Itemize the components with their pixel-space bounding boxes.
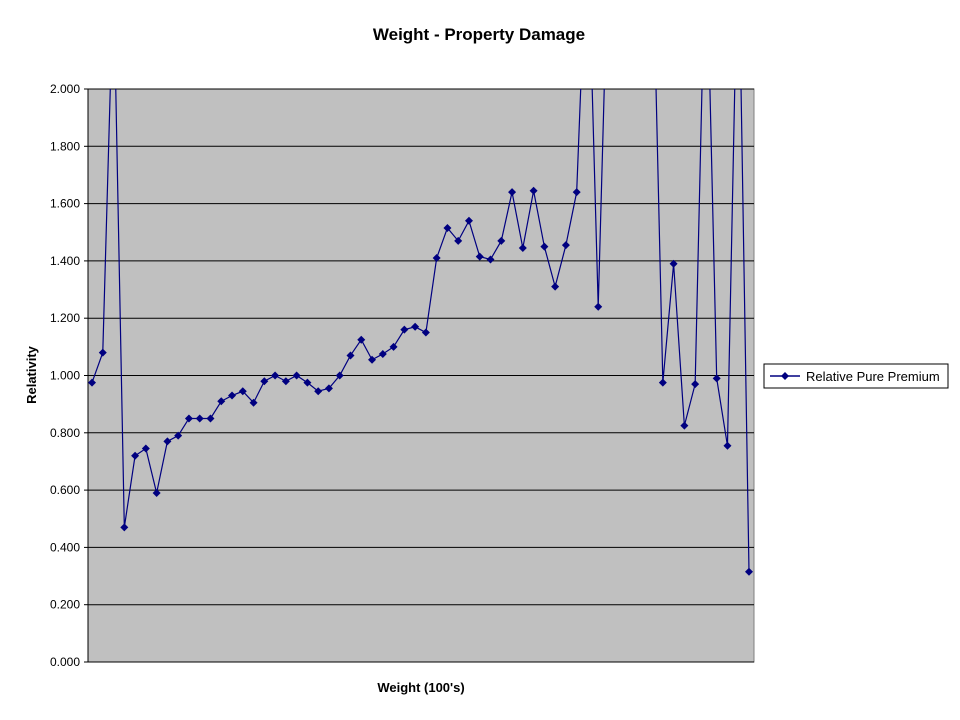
data-point [120, 523, 129, 532]
data-point [152, 488, 161, 497]
y-tick-label: 0.800 [50, 426, 80, 440]
y-tick-label: 1.000 [50, 369, 80, 383]
data-point [238, 387, 247, 396]
data-point [432, 254, 441, 263]
data-point [669, 259, 678, 268]
y-tick-label: 2.000 [50, 82, 80, 96]
data-point [421, 328, 430, 337]
data-point [206, 414, 215, 423]
data-point [346, 351, 355, 360]
y-tick-label: 0.000 [50, 655, 80, 669]
data-point [712, 374, 721, 383]
data-point [572, 188, 581, 197]
data-point [357, 335, 366, 344]
y-tick-label: 0.200 [50, 598, 80, 612]
x-axis-title: Weight (100's) [377, 680, 464, 695]
series-relative-pure-premium [88, 89, 753, 576]
data-point [174, 431, 183, 440]
y-tick-label: 1.800 [50, 139, 80, 153]
y-axis-ticks: 0.000 0.200 0.400 0.600 0.800 1.000 1.200 1.400… [50, 82, 88, 669]
y-tick-label: 0.400 [50, 540, 80, 554]
data-point [464, 216, 473, 225]
data-point [217, 397, 226, 406]
data-point [443, 223, 452, 232]
data-point [518, 244, 527, 253]
y-tick-label: 1.200 [50, 311, 80, 325]
data-point [303, 378, 312, 387]
data-point [98, 348, 107, 357]
data-point [454, 236, 463, 245]
data-point [551, 282, 560, 291]
y-tick-label: 1.400 [50, 254, 80, 268]
data-point [486, 255, 495, 264]
data-point [658, 378, 667, 387]
data-point [281, 377, 290, 386]
data-point [249, 398, 258, 407]
gridlines [88, 88, 754, 606]
data-point [745, 567, 753, 576]
chart-title: Weight - Property Damage [373, 25, 585, 44]
data-point [529, 186, 538, 195]
data-point [335, 371, 344, 380]
data-point [540, 242, 549, 251]
data-point [680, 421, 689, 430]
data-point [184, 414, 193, 423]
data-point [411, 322, 420, 331]
data-point [508, 188, 517, 197]
data-point [324, 384, 333, 393]
data-point [195, 414, 204, 423]
data-point [368, 355, 377, 364]
data-point [691, 380, 700, 389]
data-point [400, 325, 409, 334]
legend-label: Relative Pure Premium [806, 369, 940, 384]
data-point [88, 378, 96, 387]
data-point [561, 241, 570, 250]
data-point [228, 391, 237, 400]
data-point [163, 437, 172, 446]
y-tick-label: 1.600 [50, 197, 80, 211]
y-axis-title: Relativity [24, 345, 39, 404]
data-point [497, 236, 506, 245]
data-point [475, 252, 484, 261]
data-point [131, 451, 140, 460]
data-point [260, 377, 269, 386]
legend: Relative Pure Premium [763, 363, 949, 389]
data-point [292, 371, 301, 380]
data-point [594, 302, 603, 311]
data-point [723, 441, 732, 450]
data-point [378, 350, 387, 359]
data-point [389, 342, 398, 351]
y-tick-label: 0.600 [50, 483, 80, 497]
legend-marker [781, 372, 789, 380]
data-point [271, 371, 280, 380]
data-point [141, 444, 150, 453]
data-point [314, 387, 323, 396]
